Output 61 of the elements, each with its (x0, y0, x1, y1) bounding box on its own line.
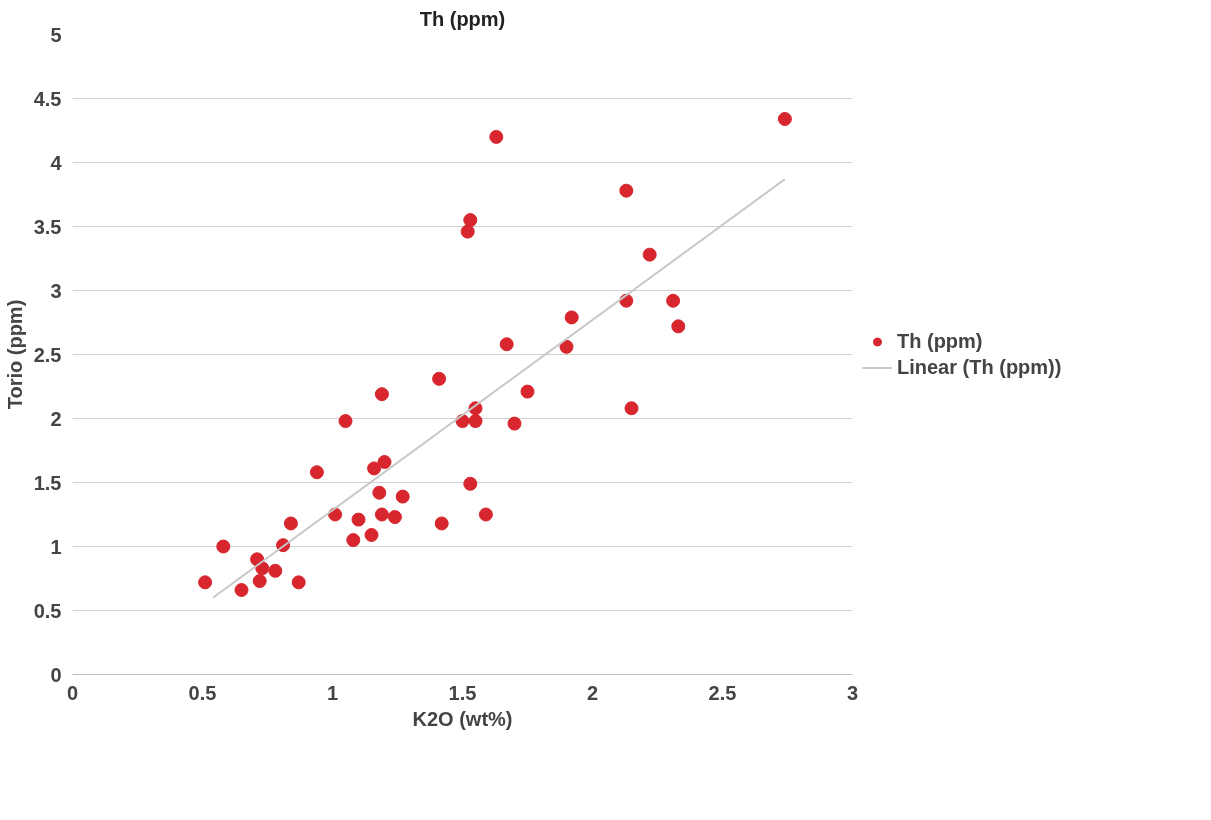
point (374, 507, 389, 522)
point (432, 371, 447, 386)
legend-label: Th (ppm) (897, 329, 983, 353)
x-tick-label: 1.5 (448, 681, 477, 704)
point (463, 476, 478, 491)
y-tick-label: 0 (50, 663, 62, 686)
point (374, 387, 389, 402)
point (216, 539, 231, 554)
point (520, 384, 535, 399)
point (666, 293, 681, 308)
point (291, 575, 306, 590)
point (351, 512, 366, 527)
point (507, 416, 522, 431)
point (460, 224, 475, 239)
point (642, 247, 657, 262)
point (478, 507, 493, 522)
point (671, 319, 686, 334)
y-tick-label: 0.5 (33, 599, 62, 622)
point (252, 574, 267, 589)
point (387, 510, 402, 525)
point (367, 461, 382, 476)
point (346, 533, 361, 548)
x-tick-label: 2 (586, 681, 599, 704)
point (372, 485, 387, 500)
y-axis-title: Torio (ppm) (3, 299, 26, 410)
legend-label: Linear (Th (ppm)) (897, 355, 1062, 379)
y-tick-label: 4.5 (33, 87, 62, 110)
y-tick-label: 4 (50, 151, 63, 174)
point (234, 583, 249, 598)
y-tick-label: 3 (50, 279, 62, 302)
x-tick-label: 3 (846, 681, 859, 704)
point (395, 489, 410, 504)
y-tick-label: 3.5 (33, 215, 62, 238)
x-axis-title: K2O (wt%) (412, 707, 513, 730)
y-tick-label: 5 (50, 23, 62, 46)
point (434, 516, 449, 531)
point (499, 337, 514, 352)
point (463, 213, 478, 228)
x-tick-label: 0 (66, 681, 79, 704)
point (309, 465, 324, 480)
point (468, 414, 483, 429)
point (624, 401, 639, 416)
x-tick-label: 2.5 (708, 681, 737, 704)
point (619, 183, 634, 198)
point (559, 339, 574, 354)
point (777, 111, 792, 126)
point (198, 575, 213, 590)
x-tick-label: 0.5 (188, 681, 217, 704)
x-tick-label: 1 (326, 681, 339, 704)
chart-title: Th (ppm) (419, 7, 506, 30)
point (564, 310, 579, 325)
point (268, 563, 283, 578)
point (489, 129, 504, 144)
y-tick-label: 1.5 (33, 471, 62, 494)
point (377, 455, 392, 470)
point (338, 414, 353, 429)
point (364, 527, 379, 542)
y-tick-label: 2 (50, 407, 62, 430)
y-tick-label: 2.5 (33, 343, 62, 366)
y-tick-label: 1 (50, 535, 62, 558)
point (283, 516, 298, 531)
